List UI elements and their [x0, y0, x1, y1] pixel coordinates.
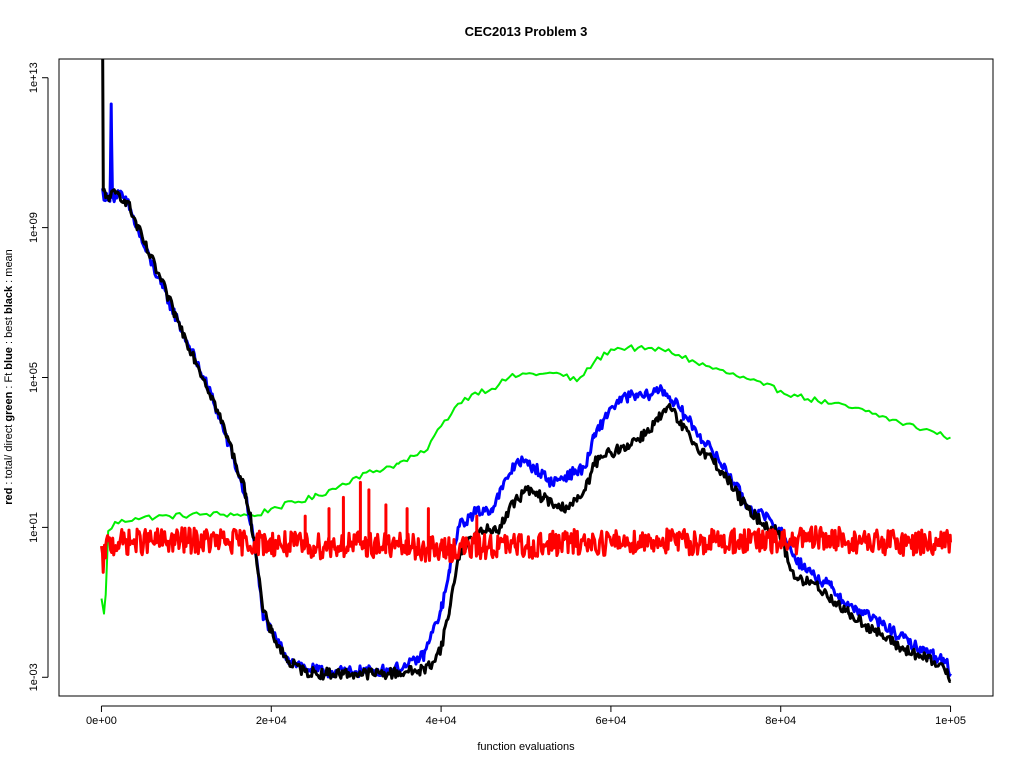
series-line-mean — [101, 59, 952, 683]
y-tick-label-4: 1e+13 — [28, 62, 40, 93]
y-axis-label-part-0: red — [3, 488, 15, 505]
x-tick-label-5: 1e+05 — [935, 715, 966, 727]
y-axis-label-part-4: blue — [3, 347, 15, 370]
y-axis-label-part-5: : best — [3, 314, 15, 347]
series-line-total-direct — [100, 480, 952, 574]
y-tick-label-0: 1e-03 — [28, 663, 40, 691]
x-axis-label: function evaluations — [477, 741, 575, 753]
series-line-ft — [100, 344, 951, 615]
x-tick-label-4: 8e+04 — [765, 715, 796, 727]
x-tick-label-1: 2e+04 — [256, 715, 287, 727]
x-tick-label-3: 6e+04 — [595, 715, 626, 727]
axis-layer: 0e+00 2e+04 4e+04 6e+04 8e+04 1e+05 1e-03 1e+01… — [28, 58, 994, 727]
y-axis-label-part-6: black — [3, 285, 15, 314]
series-layer — [100, 59, 952, 683]
y-axis-label-part-3: : Ft — [3, 370, 15, 392]
plot-frame — [58, 58, 994, 697]
y-axis-label-part-7: : mean — [3, 249, 15, 286]
y-tick-label-3: 1e+09 — [28, 212, 40, 243]
x-tick-label-2: 4e+04 — [426, 715, 457, 727]
y-axis-label-part-2: green — [3, 391, 15, 421]
y-axis-label-part-1: : total/ direct — [3, 422, 15, 488]
y-axis-label: red : total/ direct green : Ft blue : be… — [3, 249, 15, 505]
x-tick-label-0: 0e+00 — [86, 715, 117, 727]
y-tick-label-2: 1e+05 — [28, 362, 40, 393]
y-tick-label-1: 1e+01 — [28, 512, 40, 543]
chart-title: CEC2013 Problem 3 — [465, 24, 588, 39]
